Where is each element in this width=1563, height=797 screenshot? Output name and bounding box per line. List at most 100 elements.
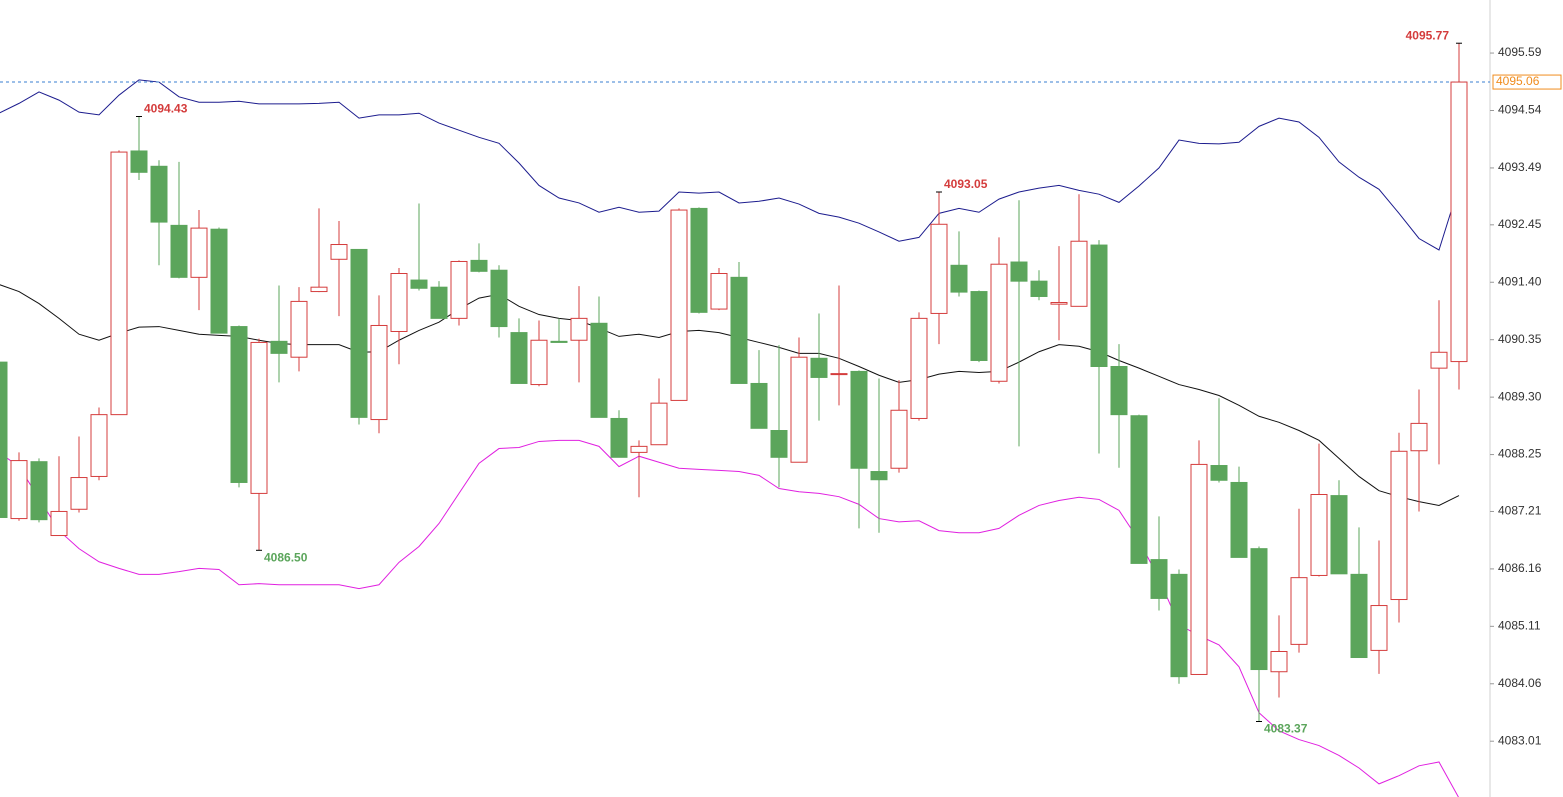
candle-body bbox=[1250, 548, 1268, 671]
candle-body bbox=[230, 326, 248, 483]
candle-body bbox=[790, 356, 808, 463]
candle-body bbox=[1190, 463, 1208, 675]
candle-body bbox=[1370, 605, 1388, 651]
candle-body bbox=[410, 279, 428, 289]
candle-body bbox=[450, 260, 468, 319]
extreme-label: 4095.77 bbox=[1406, 28, 1450, 42]
y-tick-label: 4085.11 bbox=[1498, 619, 1541, 633]
candle-body bbox=[1450, 81, 1468, 363]
candle-body bbox=[710, 273, 728, 310]
candle-body bbox=[1130, 415, 1148, 564]
candle-body bbox=[690, 207, 708, 313]
candle-body bbox=[1410, 422, 1428, 452]
candle-body bbox=[770, 430, 788, 458]
candle-body bbox=[1150, 559, 1168, 599]
candle-body bbox=[1230, 481, 1248, 558]
candle-body bbox=[310, 286, 328, 293]
candle-body bbox=[930, 223, 948, 314]
extreme-label: 4086.50 bbox=[264, 550, 308, 564]
candle-body bbox=[1010, 261, 1028, 282]
candle-body bbox=[890, 409, 908, 469]
candle-body bbox=[1170, 573, 1188, 678]
candle-body bbox=[810, 357, 828, 378]
candle-body bbox=[1110, 365, 1128, 416]
y-tick-label: 4092.45 bbox=[1498, 217, 1542, 231]
candle-body bbox=[330, 244, 348, 260]
candle-body bbox=[950, 264, 968, 293]
candle-body bbox=[30, 461, 48, 521]
candle-body bbox=[510, 332, 528, 384]
candle-body bbox=[1210, 465, 1228, 481]
candle-body bbox=[430, 286, 448, 319]
candle-body bbox=[530, 339, 548, 386]
candle-body bbox=[1290, 577, 1308, 645]
y-axis: 4083.01 4084.06 4085.11 4086.16 4087.21 4088.… bbox=[1490, 45, 1542, 747]
extreme-label: 4094.43 bbox=[144, 102, 188, 116]
y-tick-label: 4086.16 bbox=[1498, 561, 1542, 575]
candle-body bbox=[1070, 240, 1088, 307]
candle-body bbox=[730, 276, 748, 384]
candle-body bbox=[150, 165, 168, 223]
candle-body bbox=[1330, 495, 1348, 575]
candle-body bbox=[290, 300, 308, 358]
candle-body bbox=[830, 373, 848, 376]
y-tick-label: 4083.01 bbox=[1498, 733, 1542, 747]
y-tick-label: 4091.40 bbox=[1498, 274, 1542, 288]
candle-body bbox=[670, 209, 688, 401]
candle-body bbox=[270, 340, 288, 354]
last-price-box bbox=[1492, 74, 1562, 90]
candle-body bbox=[470, 259, 488, 272]
candle-body bbox=[1310, 494, 1328, 576]
candle-body bbox=[1350, 573, 1368, 659]
candle-body bbox=[1390, 450, 1408, 601]
candle-body bbox=[370, 324, 388, 421]
candle-body bbox=[90, 414, 108, 477]
candle-body bbox=[210, 228, 228, 334]
y-tick-label: 4093.49 bbox=[1498, 160, 1542, 174]
candle-body bbox=[350, 248, 368, 418]
y-tick-label: 4084.06 bbox=[1498, 676, 1542, 690]
plot-area bbox=[0, 43, 1490, 797]
band-line bbox=[0, 439, 1459, 797]
band-line bbox=[0, 79, 1460, 251]
candle-body bbox=[650, 402, 668, 446]
candle-body bbox=[190, 227, 208, 278]
candle-body bbox=[910, 317, 928, 419]
candle-body bbox=[570, 317, 588, 341]
candle-body bbox=[630, 445, 648, 453]
candle-body bbox=[750, 382, 768, 429]
candle-body bbox=[110, 151, 128, 416]
extreme-label: 4083.37 bbox=[1264, 722, 1308, 736]
candle-body bbox=[990, 263, 1008, 382]
y-tick-label: 4090.35 bbox=[1498, 332, 1542, 346]
candle-body bbox=[1030, 280, 1048, 297]
candle-body bbox=[1090, 244, 1108, 367]
y-tick-label: 4094.54 bbox=[1498, 103, 1542, 117]
candle-body bbox=[10, 460, 28, 520]
candle-body bbox=[50, 510, 68, 537]
candle-body bbox=[550, 340, 568, 343]
candle-body bbox=[970, 291, 988, 361]
candle-body bbox=[610, 417, 628, 458]
y-tick-label: 4095.59 bbox=[1498, 45, 1542, 59]
extreme-label: 4093.05 bbox=[944, 177, 988, 191]
candle-body bbox=[1430, 351, 1448, 369]
candle-body bbox=[390, 273, 408, 332]
candle-body bbox=[1270, 650, 1288, 673]
candle-body bbox=[1050, 301, 1068, 305]
candle-body bbox=[170, 224, 188, 278]
y-tick-label: 4087.21 bbox=[1498, 504, 1542, 518]
y-tick-label: 4088.25 bbox=[1498, 447, 1542, 461]
candle-body bbox=[490, 269, 508, 328]
y-tick-label: 4089.30 bbox=[1498, 389, 1542, 403]
candle-body bbox=[870, 471, 888, 481]
candle-body bbox=[130, 150, 148, 173]
last-price-label: 4095.06 bbox=[1496, 74, 1540, 88]
candle-body bbox=[590, 322, 608, 418]
candle-body bbox=[0, 361, 8, 518]
candle-body bbox=[70, 477, 88, 510]
candle-body bbox=[850, 370, 868, 469]
candle-body bbox=[250, 341, 268, 494]
